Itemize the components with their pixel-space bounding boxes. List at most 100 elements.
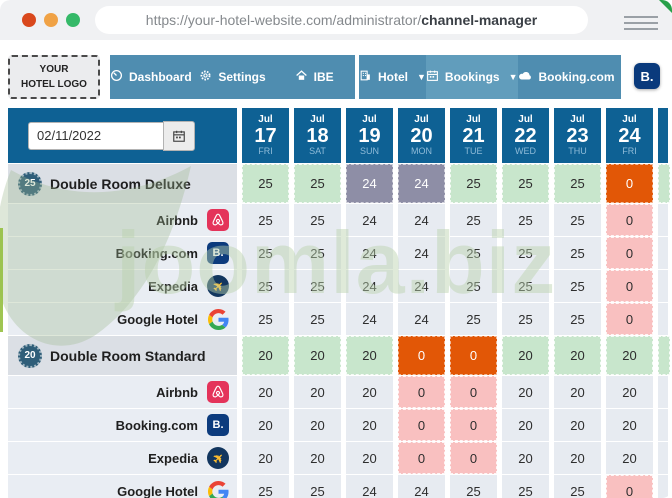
browser-menu-icon[interactable] <box>624 12 658 30</box>
hotel-logo-placeholder[interactable]: YOUR HOTEL LOGO <box>8 55 100 99</box>
availability-cell[interactable]: 20 <box>346 376 393 408</box>
availability-cell[interactable]: 20 <box>346 409 393 441</box>
availability-cell[interactable]: 24 <box>398 475 445 498</box>
availability-cell[interactable]: 20 <box>502 409 549 441</box>
availability-cell[interactable]: 20 <box>346 442 393 474</box>
availability-cell[interactable]: 25 <box>294 475 341 498</box>
availability-cell[interactable]: 0 <box>398 376 445 408</box>
room-row-label[interactable]: 20 Double Room Standard <box>8 336 237 375</box>
availability-cell[interactable]: 0 <box>606 237 653 269</box>
availability-cell[interactable]: 0 <box>606 303 653 335</box>
availability-cell[interactable]: 25 <box>450 303 497 335</box>
window-close-icon[interactable] <box>22 13 36 27</box>
availability-cell[interactable]: 20 <box>294 336 341 375</box>
availability-cell[interactable]: 25 <box>554 164 601 203</box>
availability-cell[interactable]: 25 <box>450 204 497 236</box>
availability-cell[interactable]: 0 <box>450 336 497 375</box>
availability-cell[interactable]: 20 <box>554 376 601 408</box>
availability-cell[interactable]: 25 <box>294 204 341 236</box>
availability-cell[interactable]: 25 <box>502 303 549 335</box>
availability-cell[interactable]: 25 <box>294 237 341 269</box>
availability-cell[interactable]: 25 <box>450 270 497 302</box>
availability-cell[interactable]: 0 <box>606 475 653 498</box>
availability-cell[interactable]: 25 <box>242 303 289 335</box>
availability-cell[interactable]: 25 <box>294 164 341 203</box>
availability-cell[interactable]: 20 <box>294 409 341 441</box>
availability-cell[interactable]: 0 <box>450 409 497 441</box>
nav-item-ibe[interactable]: IBE <box>273 55 355 99</box>
availability-cell[interactable]: 20 <box>502 336 549 375</box>
availability-cell[interactable]: 25 <box>294 270 341 302</box>
availability-cell[interactable]: 0 <box>450 442 497 474</box>
nav-item-dashboard[interactable]: Dashboard <box>110 55 192 99</box>
availability-cell[interactable]: 20 <box>242 409 289 441</box>
availability-cell[interactable]: 25 <box>554 270 601 302</box>
availability-cell[interactable]: 25 <box>450 475 497 498</box>
availability-cell[interactable]: 24 <box>346 204 393 236</box>
date-input[interactable] <box>28 121 163 150</box>
availability-cell[interactable]: 25 <box>502 204 549 236</box>
availability-cell[interactable]: 24 <box>398 270 445 302</box>
availability-cell[interactable]: 25 <box>554 237 601 269</box>
availability-cell[interactable]: 25 <box>242 237 289 269</box>
availability-cell[interactable]: 25 <box>242 270 289 302</box>
availability-cell[interactable]: 24 <box>398 204 445 236</box>
availability-cell[interactable]: 25 <box>502 270 549 302</box>
availability-cell[interactable]: 20 <box>346 336 393 375</box>
room-row-label[interactable]: 25 Double Room Deluxe <box>8 164 237 203</box>
availability-cell[interactable]: 20 <box>242 336 289 375</box>
availability-cell[interactable]: 25 <box>554 475 601 498</box>
availability-cell[interactable]: 20 <box>606 376 653 408</box>
grid-header-row: Jul17FRIJul18SATJul19SUNJul20MONJul21TUE… <box>8 108 672 163</box>
availability-cell[interactable]: 25 <box>554 204 601 236</box>
availability-cell[interactable]: 25 <box>554 303 601 335</box>
nav-item-settings[interactable]: Settings <box>192 55 274 99</box>
nav-menu-bookings[interactable]: Bookings ▼ <box>425 55 518 99</box>
availability-cell[interactable]: 20 <box>242 442 289 474</box>
availability-cell[interactable]: 20 <box>502 442 549 474</box>
availability-cell[interactable]: 24 <box>346 475 393 498</box>
availability-cell[interactable]: 24 <box>398 164 445 203</box>
availability-cell[interactable]: 25 <box>450 164 497 203</box>
availability-cell[interactable]: 20 <box>554 442 601 474</box>
availability-cell[interactable]: 0 <box>606 204 653 236</box>
booking-com-brand-badge[interactable]: B. <box>634 63 660 89</box>
availability-cell[interactable]: 25 <box>502 164 549 203</box>
availability-cell[interactable]: 24 <box>346 237 393 269</box>
availability-cell[interactable]: 25 <box>502 237 549 269</box>
availability-cell[interactable]: 0 <box>606 164 653 203</box>
window-minimize-icon[interactable] <box>44 13 58 27</box>
availability-cell[interactable]: 20 <box>554 409 601 441</box>
availability-cell[interactable]: 25 <box>450 237 497 269</box>
availability-cell[interactable]: 0 <box>606 270 653 302</box>
nav-menu-booking-com[interactable]: Booking.com ▼ <box>518 55 632 99</box>
day-header: Jul 24 FRI <box>606 108 653 163</box>
availability-cell[interactable]: 20 <box>294 442 341 474</box>
availability-cell[interactable]: 0 <box>398 336 445 375</box>
availability-cell[interactable]: 24 <box>398 303 445 335</box>
availability-cell[interactable]: 20 <box>554 336 601 375</box>
availability-cell[interactable]: 20 <box>606 442 653 474</box>
availability-cell[interactable]: 25 <box>502 475 549 498</box>
availability-cell[interactable]: 20 <box>502 376 549 408</box>
availability-cell[interactable]: 25 <box>242 475 289 498</box>
availability-cell[interactable]: 0 <box>450 376 497 408</box>
nav-menu-hotel[interactable]: Hotel ▼ <box>359 55 426 99</box>
availability-cell[interactable]: 25 <box>294 303 341 335</box>
availability-cell[interactable]: 24 <box>346 164 393 203</box>
availability-cell[interactable]: 20 <box>294 376 341 408</box>
address-bar[interactable]: https://your-hotel-website.com/administr… <box>95 6 588 34</box>
availability-cell[interactable]: 20 <box>242 376 289 408</box>
availability-cell[interactable]: 24 <box>346 303 393 335</box>
availability-cell[interactable]: 24 <box>398 237 445 269</box>
availability-cell[interactable]: 25 <box>242 164 289 203</box>
day-header: Jul 20 MON <box>398 108 445 163</box>
availability-cell[interactable]: 0 <box>398 409 445 441</box>
calendar-picker-button[interactable] <box>163 120 195 151</box>
window-maximize-icon[interactable] <box>66 13 80 27</box>
availability-cell[interactable]: 0 <box>398 442 445 474</box>
availability-cell[interactable]: 20 <box>606 336 653 375</box>
availability-cell[interactable]: 25 <box>242 204 289 236</box>
availability-cell[interactable]: 20 <box>606 409 653 441</box>
availability-cell[interactable]: 24 <box>346 270 393 302</box>
